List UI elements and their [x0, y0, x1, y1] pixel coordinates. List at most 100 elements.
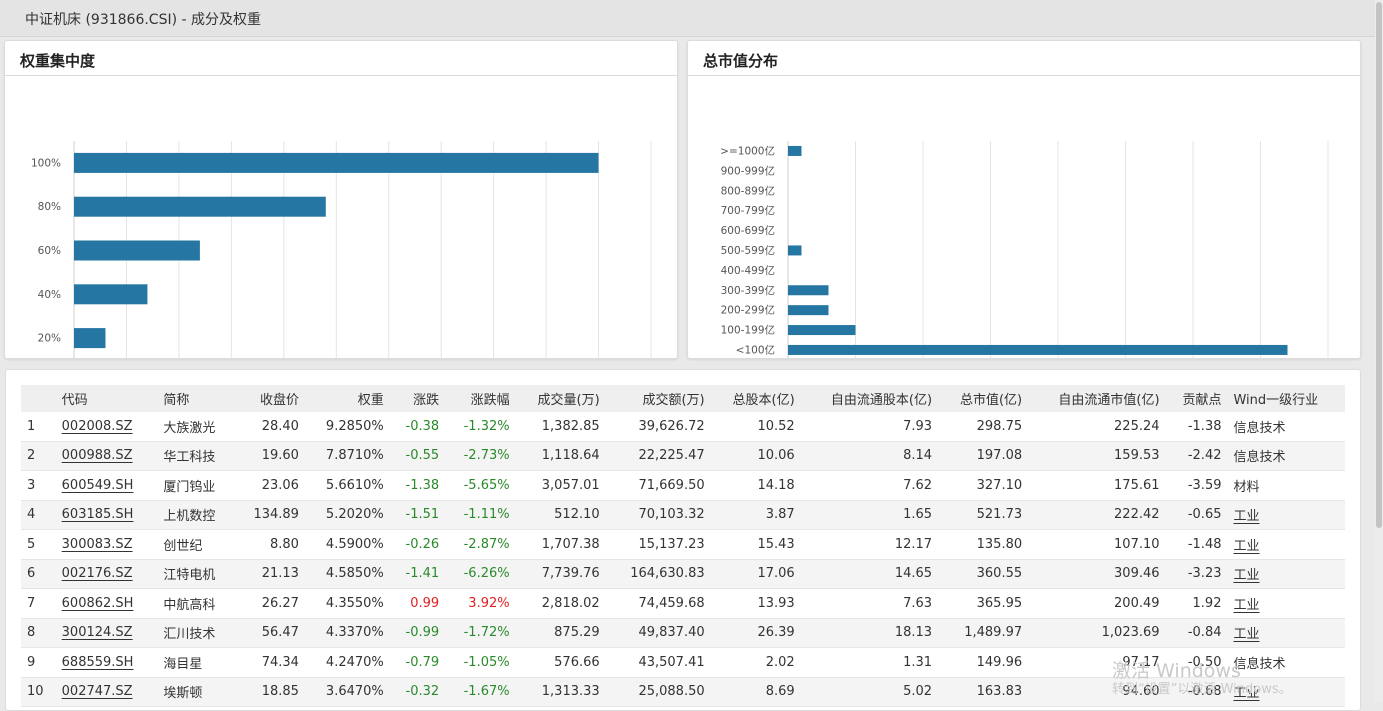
- column-header[interactable]: 成交量(万): [515, 385, 606, 412]
- table-cell: 信息技术: [1227, 441, 1345, 471]
- industry-link[interactable]: 工业: [1233, 509, 1260, 525]
- table-row[interactable]: 2 000988.SZ 华工科技 19.60 7.8710% -0.55 -2.73% 1,1…: [21, 441, 1345, 471]
- table-cell: 工业: [1227, 618, 1345, 648]
- table-cell: 17.06: [710, 559, 801, 589]
- stock-code-link[interactable]: 002008.SZ: [61, 418, 133, 434]
- industry-link[interactable]: 工业: [1233, 686, 1260, 702]
- column-header[interactable]: 总股本(亿): [710, 385, 801, 412]
- watermark-line1: 激活 Windows: [1112, 660, 1241, 682]
- industry-link[interactable]: 工业: [1233, 568, 1260, 584]
- market-cap-panel: 总市值分布 0510152025303540>=1000亿900-999亿800…: [687, 40, 1361, 359]
- table-cell: 5.2020%: [304, 500, 390, 530]
- table-cell: 10.06: [710, 441, 801, 471]
- table-cell: 3.6470%: [304, 677, 390, 707]
- table-cell: 8.69: [710, 677, 801, 707]
- column-header[interactable]: 涨跌: [389, 385, 446, 412]
- weight-concentration-chart: 0510152025303540455055100%80%60%40%20%: [31, 141, 652, 358]
- table-cell: -2.73%: [445, 441, 516, 471]
- table-cell: 创世纪: [157, 529, 236, 560]
- table-cell: 002747.SZ: [55, 677, 158, 707]
- weight-concentration-panel: 权重集中度 0510152025303540455055100%80%60%40…: [4, 40, 678, 359]
- column-header[interactable]: 代码: [55, 385, 158, 412]
- y-tick-label: 800-899亿: [721, 184, 775, 197]
- table-row[interactable]: 3 600549.SH 厦门钨业 23.06 5.6610% -1.38 -5.65% 3,0…: [21, 470, 1345, 501]
- table-cell: 5: [21, 529, 56, 560]
- stock-code-link[interactable]: 600549.SH: [61, 477, 134, 493]
- table-cell: 2,818.02: [515, 588, 606, 619]
- column-header[interactable]: 总市值(亿): [938, 385, 1029, 412]
- table-row[interactable]: 7 600862.SH 中航高科 26.27 4.3550% 0.99 3.92% 2,818…: [21, 588, 1345, 619]
- table-cell: 26.27: [235, 588, 305, 619]
- column-header[interactable]: Wind一级行业: [1227, 385, 1345, 412]
- table-cell: 工业: [1227, 529, 1345, 560]
- table-cell: 327.10: [938, 470, 1029, 501]
- table-row[interactable]: 8 300124.SZ 汇川技术 56.47 4.3370% -0.99 -1.72% 875…: [21, 618, 1345, 648]
- table-cell: 1,707.38: [515, 529, 606, 560]
- table-cell: -2.42: [1165, 441, 1228, 471]
- stock-code-link[interactable]: 300124.SZ: [61, 625, 133, 641]
- table-cell: 512.10: [515, 500, 606, 530]
- table-cell: 21.13: [235, 559, 305, 589]
- market-cap-chart: 0510152025303540>=1000亿900-999亿800-899亿7…: [720, 141, 1329, 358]
- table-cell: -0.50: [1165, 647, 1228, 678]
- table-cell: 28.40: [235, 412, 305, 442]
- column-header[interactable]: 简称: [157, 385, 236, 412]
- table-cell: 107.10: [1028, 529, 1166, 560]
- table-cell: 74,459.68: [605, 588, 711, 619]
- table-cell: 149.96: [938, 647, 1029, 678]
- table-cell: 汇川技术: [157, 618, 236, 648]
- table-cell: -0.99: [389, 618, 446, 648]
- table-row[interactable]: 9 688559.SH 海目星 74.34 4.2470% -0.79 -1.05% 576.…: [21, 647, 1345, 678]
- bar: [788, 245, 802, 256]
- table-row[interactable]: 4 603185.SH 上机数控 134.89 5.2020% -1.51 -1.11% 51…: [21, 500, 1345, 530]
- stock-code-link[interactable]: 002747.SZ: [61, 684, 133, 700]
- column-header[interactable]: 自由流通市值(亿): [1028, 385, 1166, 412]
- table-cell: 22,225.47: [605, 441, 711, 471]
- y-tick-label: >=1000亿: [720, 144, 775, 157]
- stock-code-link[interactable]: 002176.SZ: [61, 566, 133, 582]
- table-cell: 信息技术: [1227, 412, 1345, 442]
- table-row[interactable]: 5 300083.SZ 创世纪 8.80 4.5900% -0.26 -2.87% 1,707…: [21, 529, 1345, 560]
- y-tick-label: 100%: [31, 157, 61, 169]
- table-cell: 159.53: [1028, 441, 1166, 471]
- table-cell: 70,103.32: [605, 500, 711, 530]
- column-header[interactable]: 权重: [304, 385, 390, 412]
- table-cell: -2.87%: [445, 529, 516, 560]
- y-tick-label: 400-499亿: [721, 264, 775, 277]
- table-cell: -1.38: [1165, 412, 1228, 442]
- stock-code-link[interactable]: 000988.SZ: [61, 448, 133, 464]
- scrollbar[interactable]: [1375, 0, 1383, 702]
- stock-code-link[interactable]: 603185.SH: [61, 507, 134, 523]
- table-cell: -0.65: [1165, 500, 1228, 530]
- table-cell: 23.06: [235, 470, 305, 501]
- bar: [74, 240, 200, 261]
- table-cell: 002176.SZ: [55, 559, 158, 589]
- table-cell: 1.92: [1165, 588, 1228, 619]
- column-header[interactable]: 涨跌幅: [445, 385, 516, 412]
- column-header[interactable]: [21, 385, 56, 412]
- table-row[interactable]: 1 002008.SZ 大族激光 28.40 9.2850% -0.38 -1.32% 1,3…: [21, 412, 1345, 442]
- industry-link[interactable]: 工业: [1233, 597, 1260, 613]
- table-cell: -1.32%: [445, 412, 516, 442]
- y-tick-label: 40%: [38, 289, 61, 301]
- table-cell: 56.47: [235, 618, 305, 648]
- table-cell: 19.60: [235, 441, 305, 471]
- stock-code-link[interactable]: 688559.SH: [61, 654, 134, 670]
- table-cell: 1,489.97: [938, 618, 1029, 648]
- scrollbar-thumb[interactable]: [1376, 2, 1382, 528]
- table-cell: 大族激光: [157, 412, 236, 442]
- column-header[interactable]: 收盘价: [235, 385, 305, 412]
- industry-link[interactable]: 工业: [1233, 538, 1260, 554]
- industry-link[interactable]: 工业: [1233, 627, 1260, 643]
- table-cell: 603185.SH: [55, 500, 158, 530]
- table-cell: 信息技术: [1227, 647, 1345, 678]
- table-cell: -6.26%: [445, 559, 516, 589]
- column-header[interactable]: 成交额(万): [605, 385, 711, 412]
- table-row[interactable]: 6 002176.SZ 江特电机 21.13 4.5850% -1.41 -6.26% 7,7…: [21, 559, 1345, 589]
- column-header[interactable]: 贡献点: [1165, 385, 1228, 412]
- stock-code-link[interactable]: 300083.SZ: [61, 536, 133, 552]
- stock-code-link[interactable]: 600862.SH: [61, 595, 134, 611]
- table-cell: 163.83: [938, 677, 1029, 707]
- column-header[interactable]: 自由流通股本(亿): [800, 385, 939, 412]
- table-cell: 600862.SH: [55, 588, 158, 619]
